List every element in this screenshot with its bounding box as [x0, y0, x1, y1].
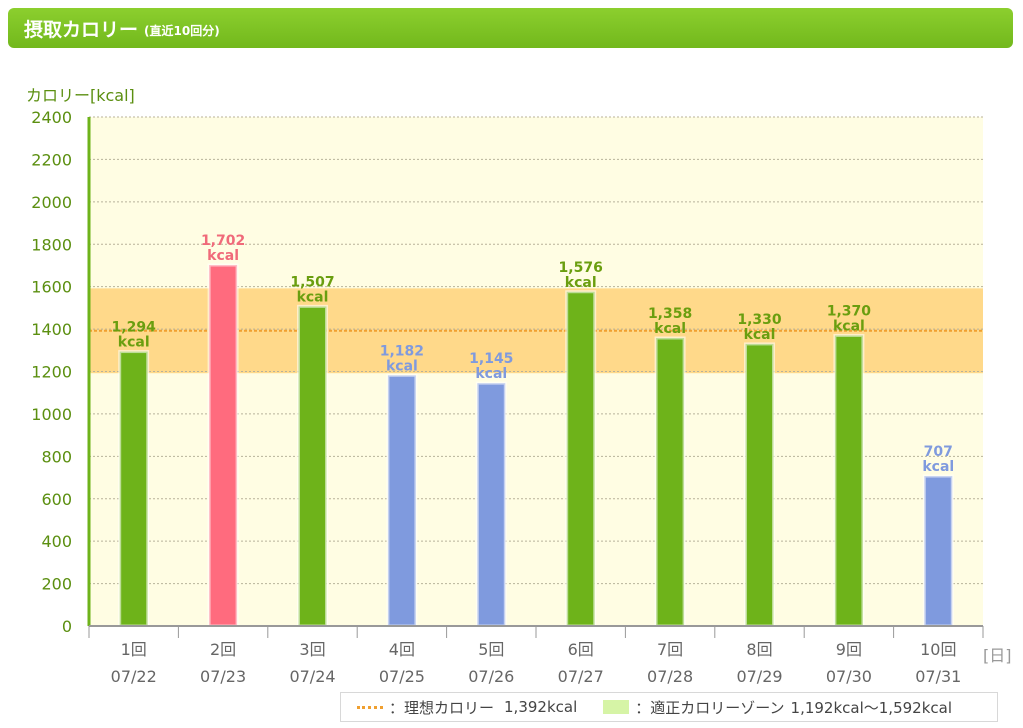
x-date-label: 07/24: [289, 667, 335, 686]
x-date-label: 07/26: [468, 667, 514, 686]
legend-ideal-value: 1,392kcal: [504, 698, 578, 716]
bar-unit-label: kcal: [744, 327, 776, 343]
legend-ideal-label: ：理想カロリー: [389, 698, 495, 717]
y-tick-label: 800: [41, 447, 72, 466]
bar-value-label: 1,330: [737, 312, 782, 328]
x-tick-label: 1回: [121, 640, 147, 659]
y-tick-label: 600: [41, 490, 72, 509]
y-tick-label: 1000: [31, 405, 72, 424]
bar: [297, 304, 328, 628]
bar-value-label: 1,182: [380, 343, 424, 359]
bar-unit-label: kcal: [922, 459, 954, 475]
x-date-label: 07/29: [736, 667, 782, 686]
x-date-label: 07/30: [826, 667, 872, 686]
legend-zone: ：適正カロリーゾーン 1,192kcal～1,592kcal: [577, 697, 952, 718]
x-tick-label: 4回: [389, 640, 415, 659]
x-tick-label: 5回: [478, 640, 504, 659]
x-tick-label: 10回: [920, 640, 956, 659]
chart-header: 摂取カロリー (直近10回分): [8, 8, 1013, 48]
bar-unit-label: kcal: [833, 318, 865, 334]
x-tick-label: 9回: [836, 640, 862, 659]
legend-zone-label: ：適正カロリーゾーン: [635, 698, 785, 717]
y-tick-label: 2400: [31, 108, 72, 127]
x-date-label: 07/25: [379, 667, 425, 686]
bar-unit-label: kcal: [475, 366, 507, 382]
bar: [833, 333, 865, 628]
x-date-label: 07/28: [647, 667, 693, 686]
bar: [744, 342, 775, 628]
y-tick-label: 1400: [31, 320, 72, 339]
bar-value-label: 707: [924, 444, 953, 460]
legend-zone-value: 1,192kcal～1,592kcal: [790, 698, 953, 717]
bar-unit-label: kcal: [654, 321, 686, 337]
bar: [386, 373, 418, 628]
y-axis-label: カロリー[kcal]: [26, 86, 135, 105]
ideal-line-swatch: [357, 705, 383, 709]
x-axis-unit: [日]: [983, 646, 1012, 665]
bar: [565, 290, 597, 628]
zone-swatch: [603, 700, 630, 714]
bar: [654, 336, 686, 628]
y-tick-label: 1800: [31, 235, 72, 254]
y-tick-label: 2200: [31, 150, 72, 169]
bar-value-label: 1,576: [559, 260, 603, 276]
x-date-label: 07/22: [111, 667, 157, 686]
x-tick-label: 3回: [299, 640, 325, 659]
bar-value-label: 1,370: [827, 303, 872, 319]
bar-value-label: 1,145: [469, 351, 513, 367]
bar-value-label: 1,507: [290, 274, 334, 290]
y-tick-label: 2000: [31, 193, 72, 212]
bar: [922, 474, 954, 628]
bar-value-label: 1,702: [201, 233, 245, 249]
page-title: 摂取カロリー: [24, 18, 139, 41]
bar-unit-label: kcal: [386, 358, 418, 374]
y-tick-label: 1200: [31, 363, 72, 382]
bar-unit-label: kcal: [207, 248, 239, 264]
bar-value-label: 1,294: [112, 320, 157, 336]
x-tick-label: 6回: [568, 640, 594, 659]
y-tick-label: 200: [41, 575, 72, 594]
x-date-label: 07/23: [200, 667, 246, 686]
bar-unit-label: kcal: [118, 335, 150, 351]
x-tick-label: 7回: [657, 640, 683, 659]
legend-ideal: ：理想カロリー 1,392kcal: [341, 697, 577, 718]
x-date-label: 07/31: [915, 667, 961, 686]
bar-value-label: 1,358: [648, 306, 692, 322]
bar-unit-label: kcal: [565, 275, 597, 291]
x-date-label: 07/27: [558, 667, 604, 686]
bar: [475, 381, 507, 628]
bar-unit-label: kcal: [297, 289, 329, 305]
y-tick-label: 1600: [31, 278, 72, 297]
calorie-bar-chart: カロリー[kcal] 0 200 400 600 800 1000 1200 1400 1600 1…: [26, 86, 1012, 686]
bar: [207, 263, 239, 628]
y-tick-label: 400: [41, 532, 72, 551]
x-tick-label: 2回: [210, 640, 236, 659]
page-subtitle: (直近10回分): [144, 23, 220, 38]
x-tick-label: 8回: [746, 640, 772, 659]
chart-legend: ：理想カロリー 1,392kcal ：適正カロリーゾーン 1,192kcal～1…: [340, 692, 998, 722]
bar: [118, 350, 150, 628]
y-tick-label: 0: [62, 617, 72, 636]
